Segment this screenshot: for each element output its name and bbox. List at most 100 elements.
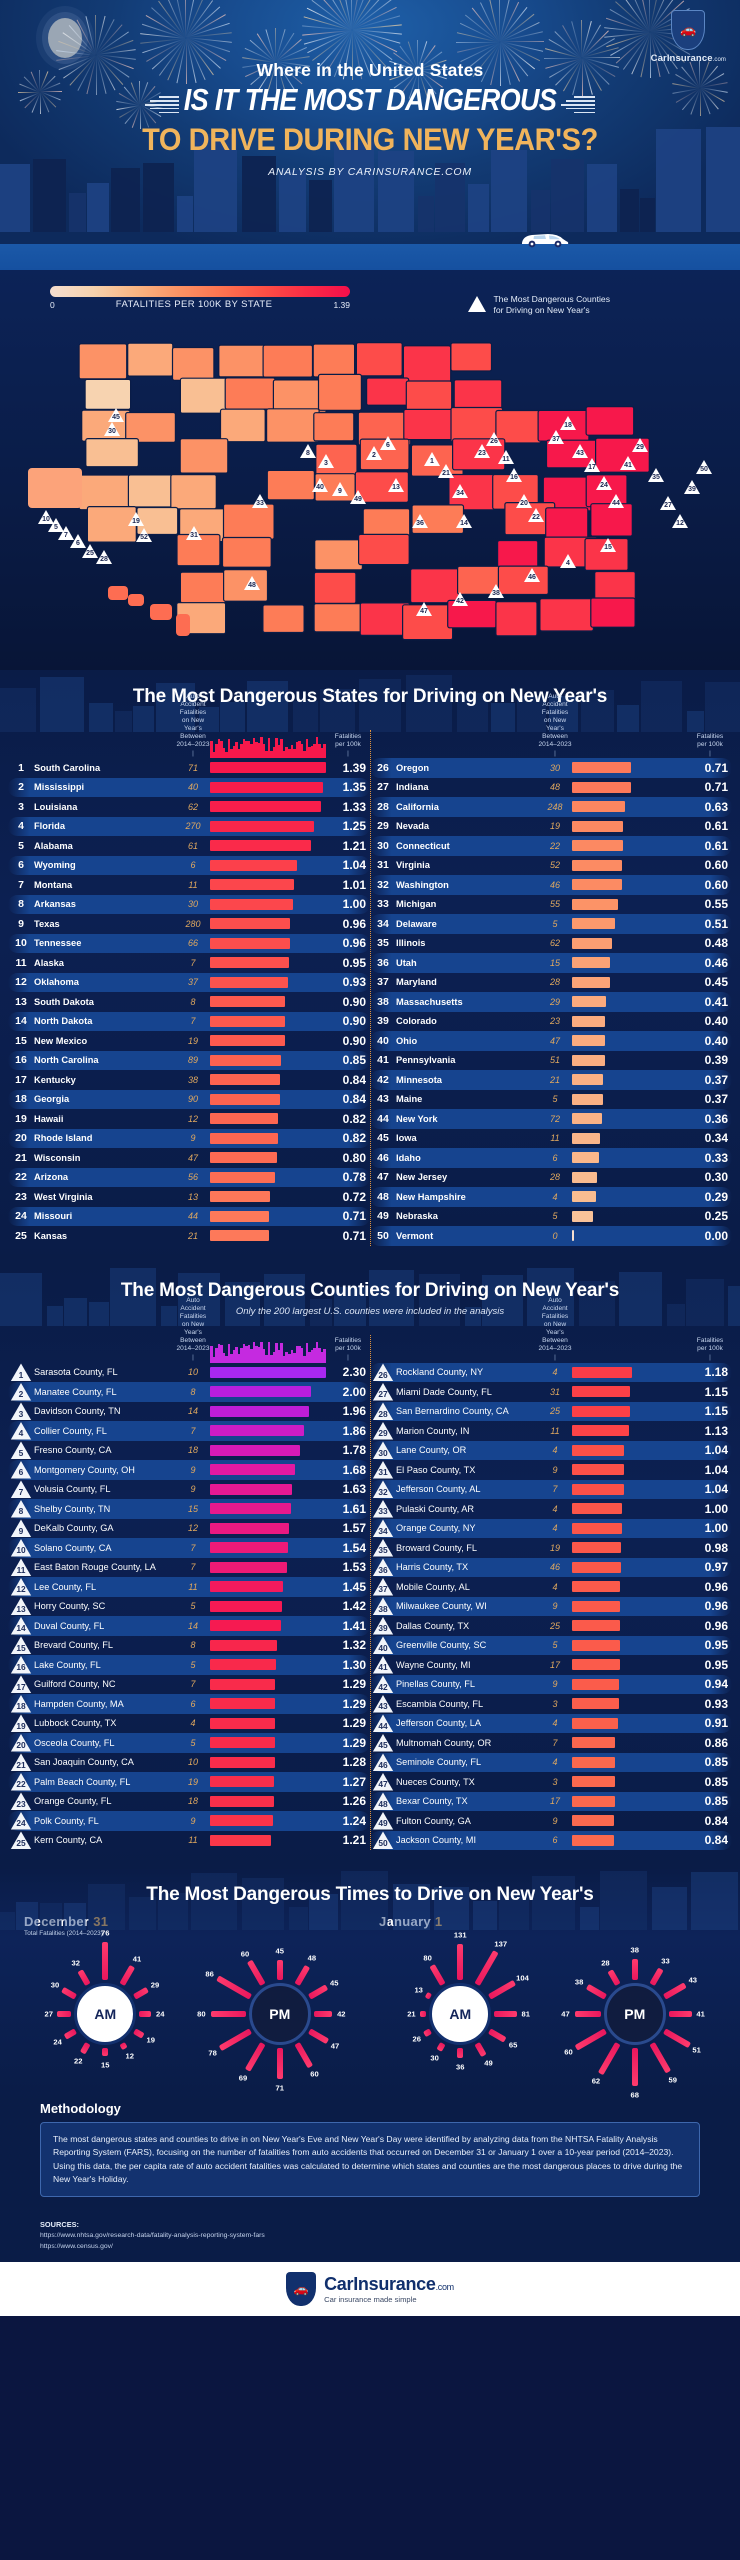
table-row[interactable]: 37 Maryland 28 0.45: [370, 973, 732, 993]
table-row[interactable]: 30 Lane County, OR 4 1.04: [370, 1441, 732, 1461]
table-row[interactable]: 5 Alabama 61 1.21: [8, 836, 370, 856]
table-row[interactable]: 44 New York 72 0.36: [370, 1109, 732, 1129]
table-row[interactable]: 20 Osceola County, FL 5 1.29: [8, 1733, 370, 1753]
table-row[interactable]: 16 North Carolina 89 0.85: [8, 1051, 370, 1071]
table-row[interactable]: 24 Missouri 44 0.71: [8, 1207, 370, 1227]
table-row[interactable]: 10 Tennessee 66 0.96: [8, 934, 370, 954]
table-row[interactable]: 2 Mississippi 40 1.35: [8, 778, 370, 798]
table-row[interactable]: 45 Iowa 11 0.34: [370, 1129, 732, 1149]
table-row[interactable]: 35 Broward County, FL 19 0.98: [370, 1538, 732, 1558]
table-row[interactable]: 13 Horry County, SC 5 1.42: [8, 1597, 370, 1617]
table-row[interactable]: 48 New Hampshire 4 0.29: [370, 1187, 732, 1207]
table-row[interactable]: 6 Wyoming 6 1.04: [8, 856, 370, 876]
table-row[interactable]: 34 Delaware 5 0.51: [370, 914, 732, 934]
table-row[interactable]: 34 Orange County, NY 4 1.00: [370, 1519, 732, 1539]
table-row[interactable]: 11 Alaska 7 0.95: [8, 953, 370, 973]
table-row[interactable]: 17 Kentucky 38 0.84: [8, 1070, 370, 1090]
table-row[interactable]: 1 South Carolina 71 1.39: [8, 758, 370, 778]
table-row[interactable]: 47 New Jersey 28 0.30: [370, 1168, 732, 1188]
table-row[interactable]: 6 Montgomery County, OH 9 1.68: [8, 1460, 370, 1480]
table-row[interactable]: 26 Oregon 30 0.71: [370, 758, 732, 778]
table-row[interactable]: 33 Michigan 55 0.55: [370, 895, 732, 915]
table-row[interactable]: 2 Manatee County, FL 8 2.00: [8, 1382, 370, 1402]
table-row[interactable]: 49 Nebraska 5 0.25: [370, 1207, 732, 1227]
table-row[interactable]: 12 Lee County, FL 11 1.45: [8, 1577, 370, 1597]
table-row[interactable]: 23 West Virginia 13 0.72: [8, 1187, 370, 1207]
table-row[interactable]: 42 Minnesota 21 0.37: [370, 1070, 732, 1090]
table-row[interactable]: 3 Louisiana 62 1.33: [8, 797, 370, 817]
table-row[interactable]: 8 Shelby County, TN 15 1.61: [8, 1499, 370, 1519]
table-row[interactable]: 18 Georgia 90 0.84: [8, 1090, 370, 1110]
table-row[interactable]: 16 Lake County, FL 5 1.30: [8, 1655, 370, 1675]
table-row[interactable]: 10 Solano County, CA 7 1.54: [8, 1538, 370, 1558]
brand-logo-top[interactable]: 🚗 CarInsurance.com: [651, 10, 726, 64]
table-row[interactable]: 38 Milwaukee County, WI 9 0.96: [370, 1597, 732, 1617]
table-row[interactable]: 15 New Mexico 19 0.90: [8, 1031, 370, 1051]
table-row[interactable]: 40 Ohio 47 0.40: [370, 1031, 732, 1051]
table-row[interactable]: 50 Jackson County, MI 6 0.84: [370, 1831, 732, 1851]
table-row[interactable]: 17 Guilford County, NC 7 1.29: [8, 1675, 370, 1695]
table-row[interactable]: 41 Wayne County, MI 17 0.95: [370, 1655, 732, 1675]
table-row[interactable]: 41 Pennsylvania 51 0.39: [370, 1051, 732, 1071]
table-row[interactable]: 27 Indiana 48 0.71: [370, 778, 732, 798]
table-row[interactable]: 12 Oklahoma 37 0.93: [8, 973, 370, 993]
table-row[interactable]: 28 San Bernardino County, CA 25 1.15: [370, 1402, 732, 1422]
table-row[interactable]: 29 Marion County, IN 11 1.13: [370, 1421, 732, 1441]
table-row[interactable]: 42 Pinellas County, FL 9 0.94: [370, 1675, 732, 1695]
table-row[interactable]: 36 Utah 15 0.46: [370, 953, 732, 973]
table-row[interactable]: 40 Greenville County, SC 5 0.95: [370, 1636, 732, 1656]
table-row[interactable]: 19 Lubbock County, TX 4 1.29: [8, 1714, 370, 1734]
table-row[interactable]: 39 Colorado 23 0.40: [370, 1012, 732, 1032]
table-row[interactable]: 22 Arizona 56 0.78: [8, 1168, 370, 1188]
table-row[interactable]: 28 California 248 0.63: [370, 797, 732, 817]
table-row[interactable]: 14 North Dakota 7 0.90: [8, 1012, 370, 1032]
table-row[interactable]: 20 Rhode Island 9 0.82: [8, 1129, 370, 1149]
table-row[interactable]: 31 El Paso County, TX 9 1.04: [370, 1460, 732, 1480]
table-row[interactable]: 8 Arkansas 30 1.00: [8, 895, 370, 915]
table-row[interactable]: 5 Fresno County, CA 18 1.78: [8, 1441, 370, 1461]
table-row[interactable]: 49 Fulton County, GA 9 0.84: [370, 1811, 732, 1831]
table-row[interactable]: 7 Montana 11 1.01: [8, 875, 370, 895]
table-row[interactable]: 46 Seminole County, FL 4 0.85: [370, 1753, 732, 1773]
table-row[interactable]: 26 Rockland County, NY 4 1.18: [370, 1363, 732, 1383]
table-row[interactable]: 25 Kansas 21 0.71: [8, 1226, 370, 1246]
table-row[interactable]: 36 Harris County, TX 46 0.97: [370, 1558, 732, 1578]
table-row[interactable]: 23 Orange County, FL 18 1.26: [8, 1792, 370, 1812]
table-row[interactable]: 7 Volusia County, FL 9 1.63: [8, 1480, 370, 1500]
source-link-2[interactable]: https://www.census.gov/: [40, 2242, 700, 2252]
table-row[interactable]: 45 Multnomah County, OR 7 0.86: [370, 1733, 732, 1753]
table-row[interactable]: 14 Duval County, FL 14 1.41: [8, 1616, 370, 1636]
table-row[interactable]: 50 Vermont 0 0.00: [370, 1226, 732, 1246]
table-row[interactable]: 18 Hampden County, MA 6 1.29: [8, 1694, 370, 1714]
table-row[interactable]: 35 Illinois 62 0.48: [370, 934, 732, 954]
table-row[interactable]: 37 Mobile County, AL 4 0.96: [370, 1577, 732, 1597]
table-row[interactable]: 24 Polk County, FL 9 1.24: [8, 1811, 370, 1831]
table-row[interactable]: 32 Jefferson County, AL 7 1.04: [370, 1480, 732, 1500]
table-row[interactable]: 11 East Baton Rouge County, LA 7 1.53: [8, 1558, 370, 1578]
table-row[interactable]: 15 Brevard County, FL 8 1.32: [8, 1636, 370, 1656]
table-row[interactable]: 4 Collier County, FL 7 1.86: [8, 1421, 370, 1441]
table-row[interactable]: 19 Hawaii 12 0.82: [8, 1109, 370, 1129]
table-row[interactable]: 31 Virginia 52 0.60: [370, 856, 732, 876]
table-row[interactable]: 47 Nueces County, TX 3 0.85: [370, 1772, 732, 1792]
table-row[interactable]: 32 Washington 46 0.60: [370, 875, 732, 895]
table-row[interactable]: 48 Bexar County, TX 17 0.85: [370, 1792, 732, 1812]
table-row[interactable]: 29 Nevada 19 0.61: [370, 817, 732, 837]
table-row[interactable]: 25 Kern County, CA 11 1.21: [8, 1831, 370, 1851]
table-row[interactable]: 21 Wisconsin 47 0.80: [8, 1148, 370, 1168]
table-row[interactable]: 13 South Dakota 8 0.90: [8, 992, 370, 1012]
table-row[interactable]: 4 Florida 270 1.25: [8, 817, 370, 837]
table-row[interactable]: 43 Escambia County, FL 3 0.93: [370, 1694, 732, 1714]
table-row[interactable]: 9 Texas 280 0.96: [8, 914, 370, 934]
table-row[interactable]: 38 Massachusetts 29 0.41: [370, 992, 732, 1012]
table-row[interactable]: 9 DeKalb County, GA 12 1.57: [8, 1519, 370, 1539]
table-row[interactable]: 3 Davidson County, TN 14 1.96: [8, 1402, 370, 1422]
table-row[interactable]: 39 Dallas County, TX 25 0.96: [370, 1616, 732, 1636]
table-row[interactable]: 21 San Joaquin County, CA 10 1.28: [8, 1753, 370, 1773]
table-row[interactable]: 46 Idaho 6 0.33: [370, 1148, 732, 1168]
table-row[interactable]: 44 Jefferson County, LA 4 0.91: [370, 1714, 732, 1734]
table-row[interactable]: 22 Palm Beach County, FL 19 1.27: [8, 1772, 370, 1792]
table-row[interactable]: 43 Maine 5 0.37: [370, 1090, 732, 1110]
table-row[interactable]: 33 Pulaski County, AR 4 1.00: [370, 1499, 732, 1519]
table-row[interactable]: 1 Sarasota County, FL 10 2.30: [8, 1363, 370, 1383]
